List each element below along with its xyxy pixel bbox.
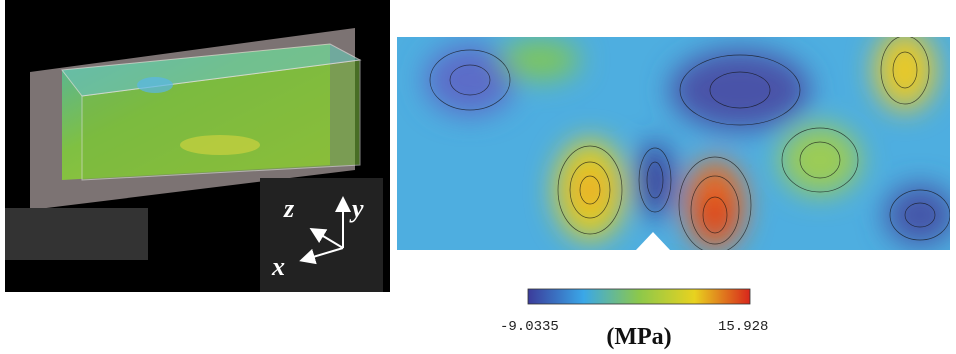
axis-label: x: [271, 252, 285, 281]
page: {"left_panel": {"axes": {"z": "z", "y": …: [0, 0, 956, 354]
colorbar-unit: (MPa): [606, 324, 671, 350]
render-panel: z y x: [5, 0, 390, 292]
colorbar: -9.0335 15.928 (MPa): [500, 289, 768, 350]
axis-label: z: [283, 194, 295, 223]
axis-label: y: [349, 194, 364, 223]
colorbar-min: -9.0335: [500, 319, 559, 335]
contour-map: [397, 30, 955, 253]
figure: z y x: [0, 0, 956, 354]
colorbar-max: 15.928: [718, 319, 768, 335]
